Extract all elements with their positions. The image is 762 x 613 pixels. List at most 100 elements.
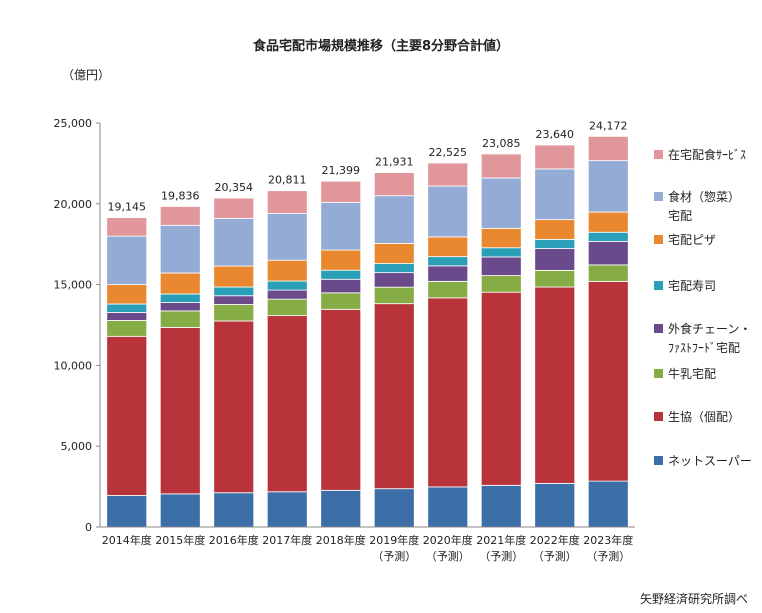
bar-segment [373, 195, 415, 244]
bar-segment [427, 297, 469, 488]
bar-segment [587, 211, 629, 233]
bar-segment [266, 289, 308, 300]
bar-segment [213, 492, 255, 528]
bar-segment [534, 482, 576, 528]
bar-segment [480, 153, 522, 179]
y-tick-label: 10,000 [54, 359, 93, 372]
legend-swatch [654, 235, 663, 244]
bar-segment [427, 256, 469, 267]
bar-segment [159, 293, 201, 303]
bar-segment [159, 493, 201, 528]
bar-segment [480, 247, 522, 258]
bar-segment [427, 185, 469, 238]
y-tick-label: 15,000 [54, 279, 93, 292]
legend-item: ネットスーパー [654, 454, 752, 468]
total-label: 23,640 [536, 128, 575, 141]
bar-segment [427, 486, 469, 528]
bar-segment [534, 219, 576, 240]
bar-segment [480, 484, 522, 528]
legend-swatch [654, 412, 663, 421]
bar-segment [106, 311, 148, 321]
legend-swatch [654, 150, 663, 159]
y-tick-label: 20,000 [54, 198, 93, 211]
total-label: 19,836 [161, 189, 200, 202]
bar-segment [106, 284, 148, 305]
bar-segment [213, 197, 255, 219]
bar-segment [320, 269, 362, 280]
bar-segment [480, 291, 522, 486]
y-tick-label: 25,000 [54, 117, 93, 130]
x-tick-label: （予測） [426, 549, 470, 563]
total-label: 20,811 [268, 174, 307, 187]
legend-label: 食材（惣菜） 宅配 [668, 189, 740, 223]
bar-segment [106, 335, 148, 496]
bar-segment [213, 320, 255, 494]
bar-segment [213, 286, 255, 297]
x-tick-label: 2020年度 [423, 533, 473, 547]
y-axis: 0 5,000 10,000 15,000 20,000 25,000 [54, 117, 101, 534]
legend-swatch [654, 369, 663, 378]
bar-segment [106, 235, 148, 285]
x-tick-label: 2022年度 [530, 533, 580, 547]
legend-label-line: 宅配ピザ [668, 232, 716, 247]
bar-segment [587, 160, 629, 213]
y-axis-unit: （億円） [62, 68, 110, 82]
bar-segment [320, 292, 362, 310]
bar-segment [159, 272, 201, 295]
legend-item: 在宅配食ｻｰﾋﾞｽ [654, 147, 746, 162]
legend-label-line: ネットスーパー [668, 454, 752, 468]
legend-swatch [654, 281, 663, 290]
x-axis: 2014年度 2015年度 2016年度 2017年度 2018年度 2019年度 （予測）… [100, 526, 635, 563]
bar-segment [266, 315, 308, 493]
legend-label: 在宅配食ｻｰﾋﾞｽ [668, 147, 746, 162]
bar-segment [587, 241, 629, 266]
legend-item: 宅配ピザ [654, 232, 716, 247]
total-label: 21,931 [375, 156, 414, 169]
legend-label-line: 在宅配食ｻｰﾋﾞｽ [668, 147, 746, 162]
bar-segment [159, 206, 201, 226]
bar-segment [373, 303, 415, 490]
legend-label-line: 外食チェーン・ [668, 321, 751, 336]
bar-segment [106, 320, 148, 337]
x-tick-label: 2021年度 [476, 533, 526, 547]
x-tick-label: 2017年度 [262, 533, 312, 547]
bar-segment [373, 242, 415, 264]
legend-label-line: 宅配寿司 [668, 278, 716, 293]
bar-segment [159, 310, 201, 328]
bar-segment [320, 278, 362, 294]
bar-segment [159, 302, 201, 312]
legend-label: 牛乳宅配 [668, 366, 716, 381]
x-tick-label: 2016年度 [209, 533, 259, 547]
bar-segment [106, 217, 148, 237]
x-tick-label: 2023年度 [583, 533, 633, 547]
legend-label: 宅配寿司 [668, 278, 716, 293]
bar-segment [534, 238, 576, 249]
legend-label-line: ﾌｧｽﾄﾌｰﾄﾞ宅配 [668, 340, 740, 355]
bar-segment [213, 265, 255, 288]
x-tick-label: （予測） [372, 549, 416, 563]
bar-segment [213, 304, 255, 322]
bar-segment [213, 217, 255, 267]
x-tick-label: 2019年度 [369, 533, 419, 547]
total-label: 24,172 [589, 119, 628, 132]
bar-segment [320, 180, 362, 203]
bar-segment [480, 227, 522, 249]
x-tick-label: （予測） [586, 549, 630, 563]
bar-segment [427, 265, 469, 282]
bar-segment [106, 303, 148, 313]
bar-segment [534, 269, 576, 288]
total-label: 19,145 [108, 201, 147, 214]
bar-segment [159, 327, 201, 495]
legend-label-line: 宅配 [668, 208, 692, 223]
legend-label: ネットスーパー [668, 454, 752, 468]
bar-segment [534, 144, 576, 170]
bar-segment [480, 256, 522, 276]
bar-segment [266, 280, 308, 291]
bar-segment [373, 488, 415, 528]
y-tick-label: 0 [85, 521, 92, 534]
bar-segment [480, 275, 522, 293]
bar-segment [373, 172, 415, 197]
legend-label-line: 生協（個配） [668, 409, 740, 424]
bar-segment [427, 236, 469, 258]
